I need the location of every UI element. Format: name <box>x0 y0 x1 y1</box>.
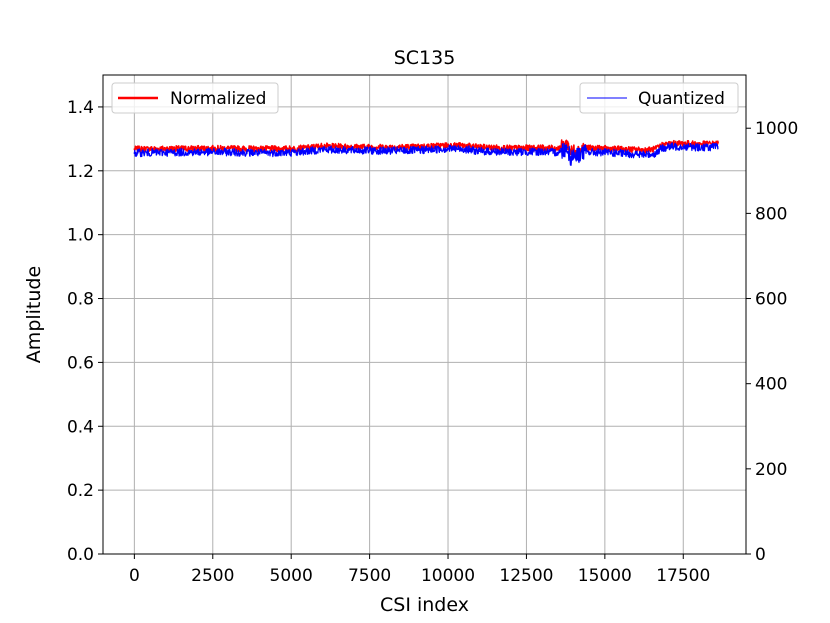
data-point-normalized <box>133 148 136 150</box>
y-tick-label: 1.4 <box>67 98 94 118</box>
x-tick-label: 5000 <box>270 566 313 586</box>
data-point-quantized <box>541 150 543 153</box>
legend-box <box>579 82 739 114</box>
data-point-quantized <box>566 146 568 149</box>
x-axis-ticks: 0 2500 5000 7500 10000 12500 15000 17500 <box>129 554 710 586</box>
y2-tick-label: 600 <box>755 290 787 310</box>
y-tick-label: 0.2 <box>67 481 94 501</box>
data-point-normalized <box>290 148 293 150</box>
data-point-normalized <box>447 144 449 147</box>
y2-tick-label: 200 <box>755 460 787 480</box>
data-point-normalized <box>566 142 568 145</box>
data-point-normalized <box>321 145 324 147</box>
data-point-normalized <box>541 147 543 149</box>
data-point-quantized <box>644 153 647 156</box>
data-point-normalized <box>644 149 647 151</box>
data-point-quantized <box>635 153 637 155</box>
data-point-quantized <box>582 151 584 153</box>
data-point-normalized <box>462 144 465 147</box>
legend-quantized: Quantized <box>579 82 739 114</box>
data-point-quantized <box>604 151 606 154</box>
legend-label-normalized: Normalized <box>170 89 266 109</box>
data-point-quantized <box>447 147 449 150</box>
data-point-quantized <box>384 150 387 152</box>
y2-tick-label: 1000 <box>755 119 798 139</box>
x-tick-label: 15000 <box>578 566 632 586</box>
x-tick-label: 12500 <box>499 566 553 586</box>
legend-box <box>111 82 279 114</box>
y-tick-label: 1.2 <box>67 162 94 182</box>
y-tick-label: 1.0 <box>67 226 94 246</box>
y-tick-label: 0.4 <box>67 417 94 437</box>
data-point-quantized <box>654 153 656 155</box>
data-point-quantized <box>557 151 559 154</box>
chart-title: SC135 <box>394 47 456 69</box>
x-tick-label: 2500 <box>191 566 234 586</box>
y-axis-ticks: 0.0 0.2 0.4 0.6 0.8 1.0 1.2 1.4 <box>67 98 103 565</box>
data-point-quantized <box>133 152 136 154</box>
y2-tick-label: 800 <box>755 204 787 224</box>
data-point-quantized <box>462 148 465 150</box>
data-point-quantized <box>321 148 324 151</box>
data-point-quantized <box>717 146 719 148</box>
data-point-quantized <box>353 149 355 152</box>
data-point-normalized <box>682 142 685 145</box>
data-point-normalized <box>384 146 387 148</box>
plot-frame <box>102 74 747 555</box>
y2-axis-ticks: 0 200 400 600 800 1000 <box>746 119 798 565</box>
data-point-quantized <box>510 151 512 153</box>
data-point-quantized <box>290 151 293 154</box>
y-tick-label: 0.0 <box>67 545 94 565</box>
series-line-quantized <box>133 142 719 166</box>
y-tick-label: 0.6 <box>67 353 94 373</box>
data-point-normalized <box>654 148 656 150</box>
y2-tick-label: 400 <box>755 375 787 395</box>
data-point-quantized <box>259 152 261 154</box>
data-point-normalized <box>164 148 167 150</box>
data-point-normalized <box>557 147 559 150</box>
y2-tick-label: 0 <box>755 545 766 565</box>
data-point-quantized <box>164 151 167 154</box>
data-point-normalized <box>353 146 355 148</box>
data-point-quantized <box>306 150 308 152</box>
x-tick-label: 10000 <box>421 566 475 586</box>
y-axis-label: Amplitude <box>23 266 45 363</box>
data-point-quantized <box>666 146 669 148</box>
x-axis-label: CSI index <box>380 594 469 616</box>
data-point-quantized <box>572 153 575 156</box>
data-point-normalized <box>227 147 230 150</box>
y-tick-label: 0.8 <box>67 290 94 310</box>
x-tick-label: 0 <box>129 566 140 586</box>
data-point-normalized <box>635 148 637 151</box>
data-point-quantized <box>575 155 578 157</box>
legend-label-quantized: Quantized <box>638 89 725 109</box>
data-point-quantized <box>682 145 685 148</box>
x-tick-label: 17500 <box>656 566 710 586</box>
data-point-quantized <box>478 150 481 152</box>
data-point-normalized <box>510 147 512 149</box>
data-point-quantized <box>660 147 663 150</box>
data-point-quantized <box>196 151 198 153</box>
series-layer <box>133 139 719 166</box>
data-point-quantized <box>569 157 572 159</box>
data-point-quantized <box>698 146 700 149</box>
legend-normalized: Normalized <box>111 82 279 114</box>
x-tick-label: 7500 <box>348 566 391 586</box>
data-point-quantized <box>227 151 230 153</box>
data-point-quantized <box>415 149 418 152</box>
